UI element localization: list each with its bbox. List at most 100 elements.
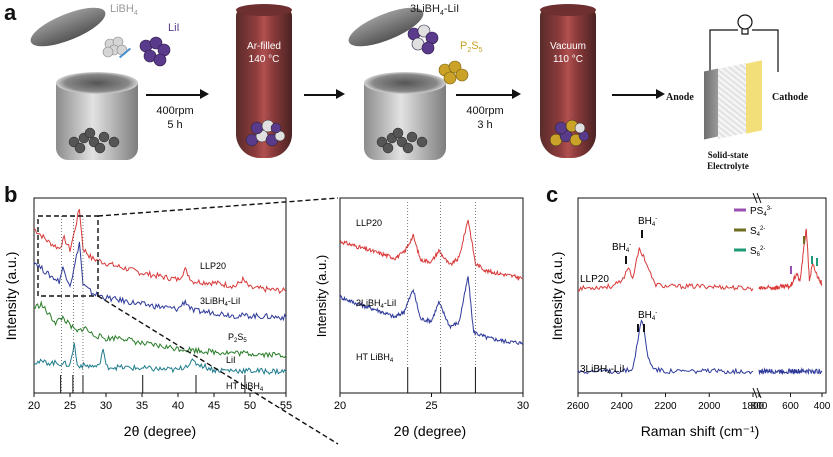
anode-layer — [704, 68, 718, 140]
process-arrow-1 — [146, 94, 202, 96]
raman-band-markers — [790, 236, 818, 274]
libh4-molecule-icon — [102, 36, 128, 58]
raman-legend: PS43- S42- S62- — [734, 206, 772, 258]
milling-balls-1 — [68, 127, 120, 154]
zoom-region-box — [37, 215, 99, 297]
peak-markers — [625, 230, 645, 332]
cathode-layer — [746, 60, 762, 134]
xrd-main-series-line — [33, 300, 287, 359]
inset-label-ht-libh4: HT LiBH4 — [356, 352, 394, 364]
raman-xlabel: Raman shift (cm⁻¹) — [641, 423, 760, 439]
jar-lid-1 — [26, 0, 110, 55]
xrd-main-traces — [33, 209, 287, 393]
xrd-main-ticks: 20 25 30 35 40 45 50 55 — [28, 393, 292, 412]
step-2-label: 400rpm 3 h — [466, 105, 504, 131]
raman-series-line — [577, 247, 754, 292]
raman-x-tick-label: 2200 — [654, 401, 677, 412]
xrd-inset-series-line — [339, 219, 524, 282]
process-arrow-4 — [612, 94, 658, 96]
lii-molecule-icon — [139, 36, 171, 67]
raman-x-tick-label: 2400 — [611, 401, 634, 412]
xrd-inset-xlabel: 2θ (degree) — [394, 423, 466, 439]
vessel-2-label: Vacuum 110 °C — [550, 41, 586, 65]
raman-traces — [577, 228, 823, 376]
p2s5-molecule-icon — [438, 60, 469, 85]
vacuum-tube-cap — [540, 4, 596, 16]
xrd-main-x-tick-label: 50 — [244, 400, 256, 412]
xrd-main-x-tick-label: 55 — [280, 400, 292, 412]
milling-jar-2-rim — [364, 72, 446, 94]
xrd-main-series-line — [33, 342, 287, 376]
xrd-inset-x-tick-label: 30 — [517, 400, 529, 412]
zoom-connector-top — [97, 197, 339, 217]
xrd-main-series-line — [33, 241, 287, 322]
raman-label-3libh4-lii: 3LiBH4-LiI — [580, 364, 625, 376]
raman-series-line — [577, 319, 754, 375]
ar-filled-tube-cap — [236, 4, 292, 16]
xrd-main-x-tick-label: 45 — [208, 400, 220, 412]
battery-circuit — [709, 14, 779, 72]
raman-series-line — [758, 367, 823, 376]
milling-balls-2 — [376, 127, 428, 154]
mixture-label: 3LiBH4-LiI — [410, 3, 460, 18]
series-label-p2s5: P2S5 — [228, 332, 247, 344]
vessel-2-particles — [549, 119, 590, 147]
mixture-molecule-icon — [407, 24, 439, 55]
series-label-3libh4-lii: 3LiBH4-LiI — [200, 296, 240, 308]
raman-series-line — [758, 228, 823, 292]
raman-x-tick-label: 2000 — [698, 401, 721, 412]
panel-b-letter: b — [4, 182, 18, 207]
process-arrow-4-head — [656, 89, 665, 99]
cathode-label: Cathode — [772, 92, 809, 103]
process-arrow-2-head — [336, 89, 345, 99]
xrd-inset-ticks: 20 25 30 — [334, 393, 529, 412]
panel-c-letter: c — [546, 182, 559, 207]
series-label-llp20: LLP20 — [200, 261, 226, 271]
panel-b-charts: 20 25 30 35 40 45 50 55 2θ (degree) Intensity (… — [3, 197, 529, 445]
raman-x-tick-label: 800 — [751, 401, 768, 412]
raman-x-tick-label: 2600 — [567, 401, 590, 412]
xrd-main-x-tick-label: 25 — [64, 400, 76, 412]
raman-label-llp20: LLP20 — [580, 274, 609, 285]
raman-x-tick-label: 400 — [814, 401, 831, 412]
peak-label-bh4-c: BH4- — [638, 310, 657, 322]
xrd-main-x-tick-label: 40 — [172, 400, 184, 412]
vessel-1-label: Ar-filled 140 °C — [247, 41, 281, 65]
xrd-inset-series-line — [339, 276, 524, 345]
peak-label-bh4-a: BH4- — [612, 242, 631, 254]
raman-x-tick-label: 600 — [782, 401, 799, 412]
process-arrow-2 — [304, 94, 338, 96]
legend-label-s42: S42- — [750, 226, 765, 238]
peak-label-bh4-b: BH4- — [638, 216, 657, 228]
libh4-label: LiBH4 — [110, 3, 138, 18]
electrolyte-label: Solid-state Electrolyte — [707, 150, 749, 171]
xrd-inset-traces — [339, 202, 524, 393]
anode-label: Anode — [666, 92, 694, 103]
panel-a-letter: a — [4, 0, 17, 25]
vessel-1-particles — [245, 119, 286, 147]
xrd-main-frame — [33, 197, 287, 394]
xrd-main-x-tick-label: 35 — [136, 400, 148, 412]
inset-label-llp20: LLP20 — [356, 218, 382, 228]
legend-label-ps43: PS43- — [750, 206, 772, 218]
xrd-inset-x-tick-label: 20 — [334, 400, 346, 412]
xrd-main-x-tick-label: 20 — [28, 400, 40, 412]
process-arrow-3-head — [512, 89, 521, 99]
electrolyte-layer — [718, 63, 746, 139]
xrd-main-ylabel: Intensity (a.u.) — [3, 252, 19, 341]
axis-break — [752, 192, 762, 399]
raman-frame — [577, 197, 827, 394]
xrd-inset-ylabel: Intensity (a.u.) — [314, 255, 329, 337]
process-arrow-1-head — [200, 89, 209, 99]
raman-x-tick-label: 1800 — [742, 401, 765, 412]
raman-ylabel: Intensity (a.u.) — [549, 252, 565, 341]
series-label-lii: LiI — [226, 355, 236, 365]
inset-label-3libh4-lii: 3LiBH4-LiI — [356, 298, 396, 310]
step-1-label: 400rpm 5 h — [156, 105, 194, 131]
p2s5-label: P2S5 — [460, 40, 483, 55]
xrd-inset-x-tick-label: 25 — [425, 400, 437, 412]
xrd-main-x-tick-label: 30 — [100, 400, 112, 412]
process-arrow-3 — [456, 94, 514, 96]
